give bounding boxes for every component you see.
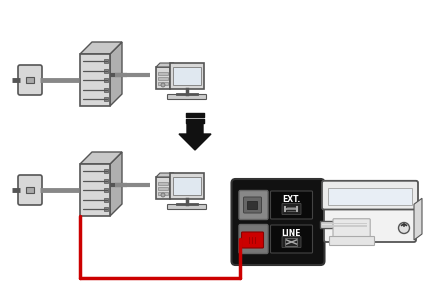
FancyBboxPatch shape bbox=[333, 219, 370, 237]
FancyBboxPatch shape bbox=[104, 178, 108, 182]
Polygon shape bbox=[80, 152, 122, 164]
FancyBboxPatch shape bbox=[158, 71, 168, 74]
FancyBboxPatch shape bbox=[26, 77, 34, 83]
FancyBboxPatch shape bbox=[156, 67, 170, 89]
FancyBboxPatch shape bbox=[104, 97, 108, 101]
FancyBboxPatch shape bbox=[232, 179, 325, 265]
FancyBboxPatch shape bbox=[167, 94, 207, 100]
FancyBboxPatch shape bbox=[156, 177, 170, 199]
FancyBboxPatch shape bbox=[104, 169, 108, 173]
Polygon shape bbox=[80, 42, 122, 54]
FancyBboxPatch shape bbox=[270, 225, 312, 253]
FancyBboxPatch shape bbox=[173, 67, 201, 85]
FancyBboxPatch shape bbox=[239, 190, 268, 220]
FancyBboxPatch shape bbox=[324, 202, 416, 242]
Polygon shape bbox=[179, 124, 211, 150]
FancyBboxPatch shape bbox=[239, 224, 268, 254]
FancyBboxPatch shape bbox=[158, 82, 168, 85]
FancyBboxPatch shape bbox=[80, 164, 110, 216]
FancyBboxPatch shape bbox=[18, 175, 42, 205]
FancyBboxPatch shape bbox=[104, 188, 108, 192]
FancyBboxPatch shape bbox=[104, 68, 108, 73]
FancyBboxPatch shape bbox=[173, 177, 201, 195]
Polygon shape bbox=[110, 42, 122, 106]
Circle shape bbox=[161, 83, 165, 87]
FancyBboxPatch shape bbox=[244, 197, 261, 213]
FancyBboxPatch shape bbox=[26, 187, 34, 193]
FancyBboxPatch shape bbox=[329, 236, 374, 245]
FancyBboxPatch shape bbox=[18, 65, 42, 95]
Polygon shape bbox=[156, 173, 174, 177]
FancyBboxPatch shape bbox=[167, 205, 207, 209]
FancyBboxPatch shape bbox=[158, 187, 168, 190]
FancyBboxPatch shape bbox=[104, 88, 108, 92]
Circle shape bbox=[161, 193, 165, 197]
FancyBboxPatch shape bbox=[158, 191, 168, 194]
FancyBboxPatch shape bbox=[104, 78, 108, 82]
FancyBboxPatch shape bbox=[322, 181, 418, 209]
Polygon shape bbox=[156, 63, 174, 67]
FancyBboxPatch shape bbox=[104, 197, 108, 202]
FancyBboxPatch shape bbox=[328, 188, 412, 205]
FancyBboxPatch shape bbox=[170, 173, 204, 199]
Text: EXT.: EXT. bbox=[282, 196, 300, 205]
FancyBboxPatch shape bbox=[320, 221, 368, 228]
Polygon shape bbox=[414, 198, 422, 240]
FancyBboxPatch shape bbox=[247, 201, 258, 209]
FancyBboxPatch shape bbox=[282, 203, 301, 214]
FancyBboxPatch shape bbox=[104, 207, 108, 211]
FancyBboxPatch shape bbox=[282, 236, 301, 247]
FancyBboxPatch shape bbox=[158, 182, 168, 184]
FancyBboxPatch shape bbox=[170, 63, 204, 89]
FancyBboxPatch shape bbox=[270, 191, 312, 219]
Polygon shape bbox=[110, 152, 122, 216]
Text: LINE: LINE bbox=[282, 230, 301, 238]
FancyBboxPatch shape bbox=[80, 54, 110, 106]
FancyBboxPatch shape bbox=[104, 59, 108, 63]
FancyBboxPatch shape bbox=[158, 76, 168, 80]
FancyBboxPatch shape bbox=[241, 232, 264, 248]
Circle shape bbox=[399, 223, 410, 233]
